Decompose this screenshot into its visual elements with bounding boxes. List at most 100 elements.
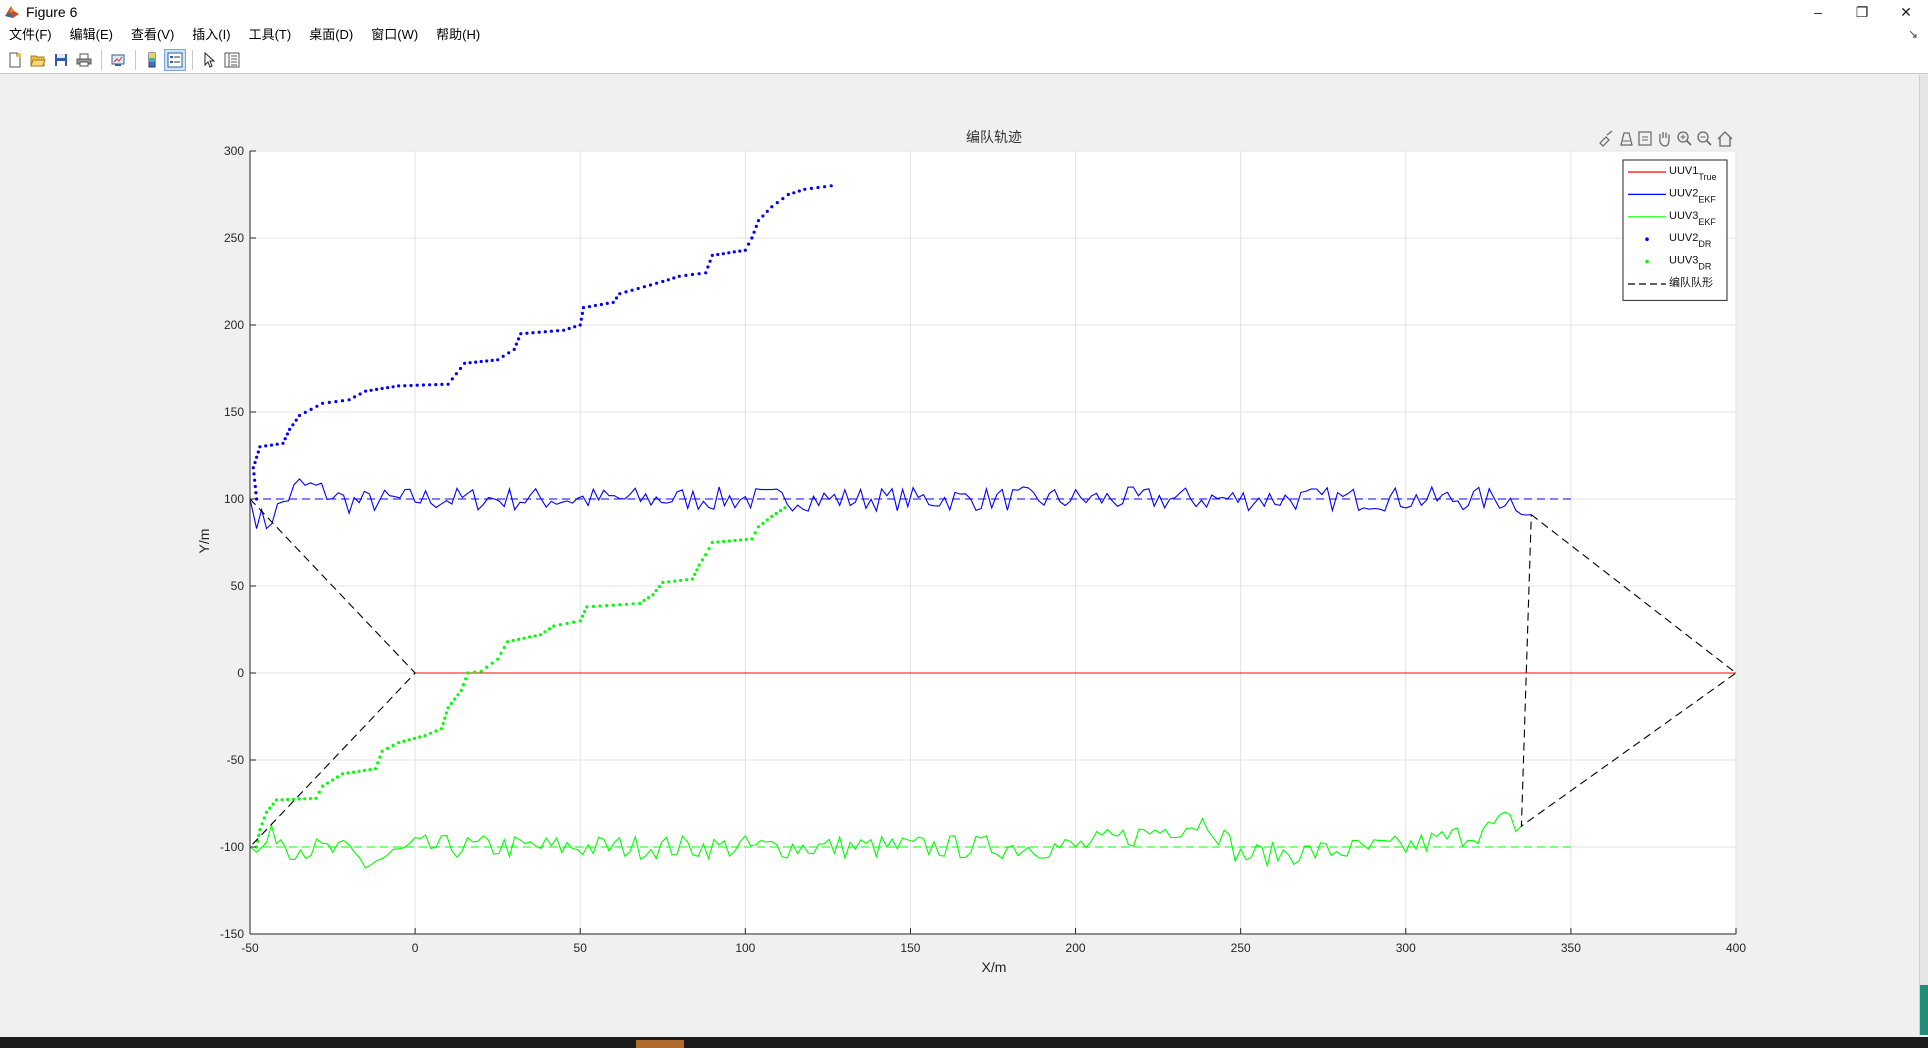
- zoom-in-icon[interactable]: [1677, 131, 1692, 146]
- series-dot: [378, 755, 382, 759]
- series-dot: [779, 509, 783, 513]
- series-dot: [580, 614, 585, 618]
- series-dot: [485, 665, 489, 669]
- series-dot: [716, 252, 720, 257]
- data-tips-icon[interactable]: [1620, 132, 1633, 146]
- series-dot: [585, 605, 589, 609]
- series-dot: [303, 797, 307, 801]
- series-dot: [321, 401, 325, 405]
- series-dot: [710, 540, 714, 545]
- series-dot: [321, 784, 325, 788]
- series-dot: [415, 383, 419, 387]
- legend-label: UUV2EKF: [1669, 187, 1716, 204]
- series-dot: [444, 711, 449, 715]
- print-icon[interactable]: [73, 49, 95, 71]
- menu-window[interactable]: 窗口(W): [371, 27, 419, 42]
- series-dot: [809, 186, 814, 190]
- series-dot: [697, 272, 701, 276]
- home-icon[interactable]: [1717, 131, 1733, 147]
- series-dot: [376, 761, 380, 765]
- series-dot: [578, 323, 582, 327]
- x-tick-label: -50: [241, 941, 259, 955]
- taskbar-app-indicator[interactable]: [636, 1040, 684, 1048]
- series-dot: [423, 734, 427, 738]
- series-dot: [697, 563, 701, 567]
- series-dot: [605, 301, 609, 305]
- series-dot: [490, 661, 494, 665]
- series-dot: [254, 491, 258, 495]
- series-dot: [565, 621, 569, 626]
- series-dot: [605, 604, 609, 608]
- link-plot-icon[interactable]: [107, 49, 129, 71]
- zoom-out-icon[interactable]: [1697, 131, 1712, 146]
- series-dot: [642, 285, 647, 289]
- property-inspector-icon[interactable]: [221, 49, 243, 71]
- brush-icon[interactable]: [1599, 130, 1613, 147]
- dock-figure-icon[interactable]: ↘: [1907, 27, 1918, 41]
- chart-title: 编队轨迹: [966, 129, 1022, 145]
- series-dot: [679, 578, 683, 583]
- y-axis-label: Y/m: [196, 529, 212, 554]
- x-tick-label: 400: [1726, 941, 1746, 955]
- menu-help[interactable]: 帮助(H): [436, 27, 481, 42]
- series-dot: [611, 603, 615, 607]
- series-dot: [255, 455, 259, 459]
- series-dot: [428, 731, 433, 735]
- series-dot: [754, 224, 758, 228]
- x-tick-label: 250: [1231, 941, 1251, 955]
- edit-plot-icon[interactable]: [198, 49, 220, 71]
- open-file-icon[interactable]: [27, 49, 49, 71]
- menu-view[interactable]: 查看(V): [130, 27, 175, 42]
- series-dot: [334, 400, 338, 404]
- series-line: [249, 811, 1522, 869]
- series-dot: [380, 749, 384, 753]
- series-dot: [450, 377, 454, 381]
- series-dot: [403, 384, 407, 388]
- series-dot: [303, 410, 307, 414]
- legend-label: 编队队形: [1669, 275, 1713, 289]
- series-dot: [611, 300, 615, 304]
- grid: [249, 150, 1737, 935]
- series-dot: [362, 768, 367, 773]
- series-dot: [690, 577, 695, 581]
- series-dot: [260, 822, 264, 826]
- insert-legend-icon[interactable]: [164, 48, 186, 71]
- series-dot: [453, 697, 457, 701]
- axes: -50 0 50 100 150 200 250 300 350 400 -150 -100 -50 0 5…: [220, 144, 1746, 955]
- series-dot: [556, 329, 560, 333]
- figure-canvas: -50 0 50 100 150 200 250 300 350 400 -150 -100 -50 0 5…: [0, 75, 1920, 1037]
- y-tick-label: 300: [224, 144, 244, 158]
- menu-edit[interactable]: 编辑(E): [69, 27, 113, 42]
- rotate-icon[interactable]: [1638, 131, 1652, 146]
- menu-insert[interactable]: 插入(I): [192, 27, 231, 42]
- save-icon[interactable]: [50, 49, 72, 71]
- series-dot: [262, 816, 266, 820]
- series-dot: [461, 683, 466, 687]
- series-dot: [351, 770, 356, 774]
- series-dot: [407, 738, 411, 742]
- menu-tools[interactable]: 工具(T): [248, 27, 292, 42]
- series-dot: [667, 580, 671, 584]
- series-dot: [690, 272, 695, 277]
- series-dot: [743, 248, 747, 252]
- series-dot: [533, 634, 537, 638]
- legend[interactable]: UUV1True UUV2EKF UUV3EKF UUV2DR UUV3DR 编队队形: [1622, 159, 1728, 301]
- series-dot: [402, 739, 406, 743]
- series-dot: [288, 427, 292, 431]
- minimize-button[interactable]: –: [1814, 4, 1822, 20]
- series-dot: [368, 768, 372, 772]
- new-figure-icon[interactable]: [4, 49, 26, 71]
- restore-button[interactable]: ❐: [1855, 3, 1869, 20]
- close-button[interactable]: ✕: [1900, 3, 1912, 20]
- x-axis-label: X/m: [982, 959, 1007, 975]
- series-dot: [552, 624, 556, 628]
- menu-file[interactable]: 文件(F): [9, 27, 52, 42]
- series-dot: [624, 602, 629, 606]
- formation-trajectory-chart[interactable]: -50 0 50 100 150 200 250 300 350 400 -150 -100 -50 0 5…: [0, 75, 1920, 1037]
- menu-desktop[interactable]: 桌面(D): [309, 27, 354, 42]
- series-dot: [499, 651, 503, 655]
- series-dot: [514, 342, 519, 346]
- series-dot: [479, 359, 483, 364]
- insert-colorbar-icon[interactable]: [141, 49, 163, 71]
- pan-icon[interactable]: [1659, 132, 1670, 147]
